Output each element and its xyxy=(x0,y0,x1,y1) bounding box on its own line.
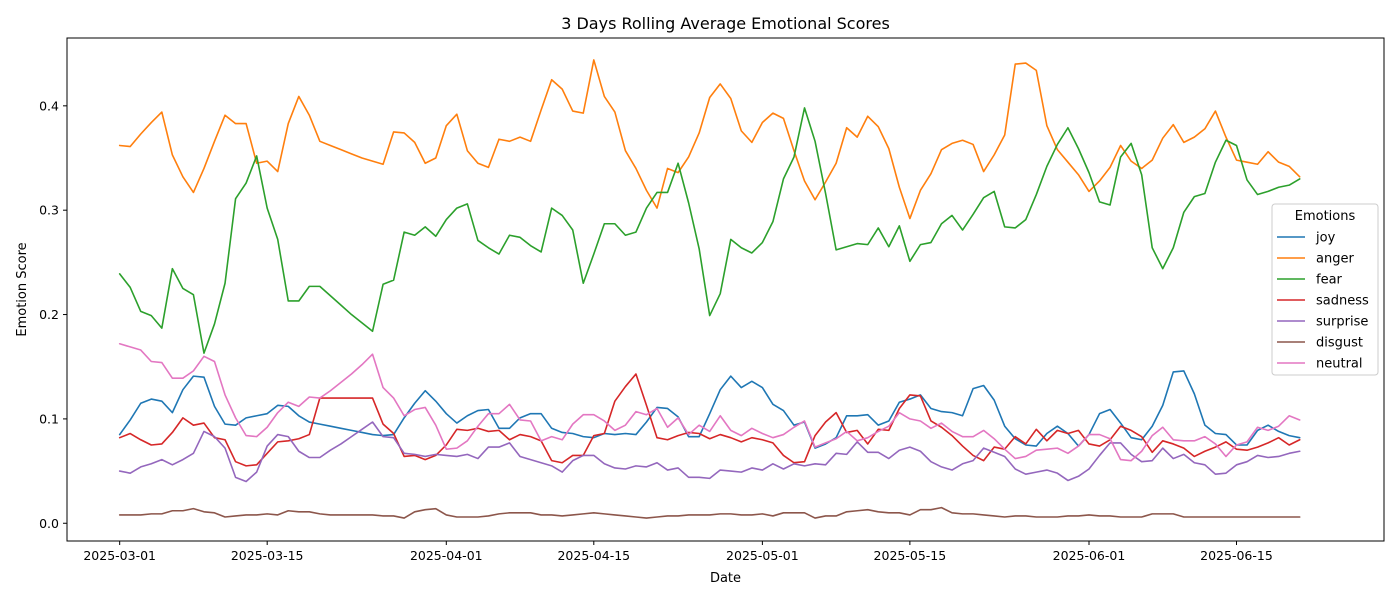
series-line-surprise xyxy=(118,421,1301,483)
x-tick-label: 2025-05-01 xyxy=(726,548,799,563)
series-line-anger xyxy=(118,59,1301,220)
y-axis-label: Emotion Score xyxy=(15,242,30,336)
x-axis: 2025-03-01 2025-03-15 2025-04-01 2025-04-15… xyxy=(83,541,1273,563)
series-line-joy xyxy=(118,370,1301,449)
legend-label-neutral: neutral xyxy=(1316,357,1363,372)
y-axis: 0.0 0.1 0.2 0.3 0.4 xyxy=(39,98,67,531)
x-tick-label: 2025-06-15 xyxy=(1200,548,1273,563)
series-layer xyxy=(118,59,1301,519)
legend-label-sadness: sadness xyxy=(1316,294,1369,309)
legend: Emotions joy anger fear sadness surprise disg… xyxy=(1271,203,1379,376)
x-tick-label: 2025-04-01 xyxy=(410,548,483,563)
legend-items: joy anger fear sadness surprise disgust neutra… xyxy=(1277,231,1369,372)
x-tick-label: 2025-03-15 xyxy=(231,548,304,563)
legend-title: Emotions xyxy=(1295,209,1356,224)
y-tick-label: 0.0 xyxy=(39,516,59,531)
plot-area xyxy=(66,37,1385,542)
legend-label-anger: anger xyxy=(1316,252,1354,267)
x-tick-label: 2025-06-01 xyxy=(1053,548,1126,563)
plot-frame xyxy=(66,37,1385,542)
legend-label-joy: joy xyxy=(1315,231,1336,246)
y-tick-label: 0.2 xyxy=(39,307,59,322)
y-tick-label: 0.4 xyxy=(39,98,59,113)
y-tick-label: 0.1 xyxy=(39,411,59,426)
legend-label-surprise: surprise xyxy=(1316,315,1368,330)
x-axis-label: Date xyxy=(710,571,741,586)
series-line-disgust xyxy=(118,506,1301,519)
y-tick-label: 0.3 xyxy=(39,203,59,218)
series-line-neutral xyxy=(118,342,1301,462)
chart-title: 3 Days Rolling Average Emotional Scores xyxy=(561,14,890,33)
series-line-sadness xyxy=(118,373,1301,467)
legend-label-fear: fear xyxy=(1316,273,1343,288)
legend-box xyxy=(1271,203,1379,376)
x-tick-label: 2025-05-15 xyxy=(874,548,947,563)
legend-label-disgust: disgust xyxy=(1316,336,1363,351)
series-line-fear xyxy=(118,107,1301,354)
x-tick-label: 2025-04-15 xyxy=(557,548,630,563)
x-tick-label: 2025-03-01 xyxy=(83,548,156,563)
